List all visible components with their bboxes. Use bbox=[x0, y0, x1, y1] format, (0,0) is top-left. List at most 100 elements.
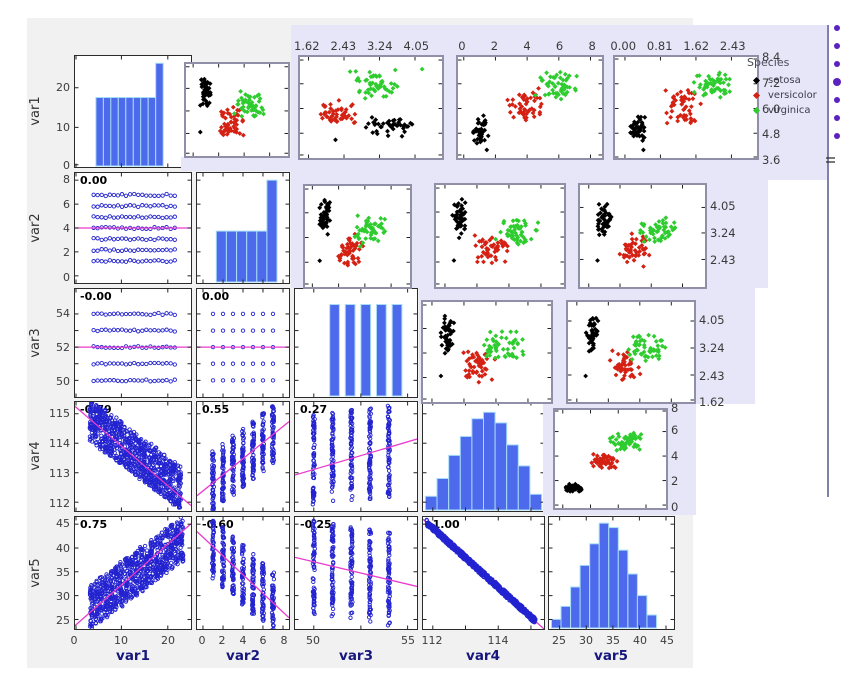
y-tick-label: 52 bbox=[56, 341, 70, 354]
iris-top-tick-label: 4 bbox=[523, 39, 531, 53]
iris-panel-a3 bbox=[456, 55, 604, 160]
legend-item-label: setosa bbox=[768, 75, 801, 86]
x-tick-label: 35 bbox=[606, 634, 620, 647]
x-tick-label: 40 bbox=[633, 634, 647, 647]
iris-top-tick-label: 8 bbox=[588, 39, 596, 53]
virginica-marker-icon bbox=[752, 106, 761, 115]
iris-right-tick-label: 2 bbox=[671, 474, 679, 489]
legend-item-label: versicolor bbox=[768, 90, 817, 101]
y-tick-label: 8 bbox=[63, 173, 70, 186]
iris-right-tick-label: 4.05 bbox=[699, 312, 725, 327]
bg-panel-3-3 bbox=[294, 288, 418, 398]
x-tick-label: 55 bbox=[401, 634, 415, 647]
bg-panel-5-2: -0.60 bbox=[196, 516, 290, 630]
iris-panel-b3 bbox=[578, 183, 707, 289]
iris-panel-c3 bbox=[566, 300, 696, 404]
y-tick-label: 30 bbox=[56, 590, 70, 603]
clipped-edge-markers bbox=[820, 18, 843, 178]
species-legend: Species setosa versicolor virginica bbox=[747, 56, 829, 118]
iris-top-tick-label: 2.43 bbox=[719, 39, 746, 53]
iris-panel-a4 bbox=[613, 55, 759, 160]
bg-panel-5-5 bbox=[548, 516, 675, 630]
x-tick-label: 4 bbox=[239, 634, 247, 647]
y-tick-label: 113 bbox=[49, 467, 70, 480]
iris-right-tick-label: 6 bbox=[671, 423, 679, 438]
iris-top-tick-label: 0.81 bbox=[646, 39, 673, 53]
x-tick-label: 25 bbox=[552, 634, 566, 647]
iris-panel-a2 bbox=[298, 55, 444, 160]
bg-panel-5-3: -0.25 bbox=[294, 516, 418, 630]
iris-panel-d bbox=[553, 408, 668, 510]
setosa-marker-icon bbox=[752, 76, 761, 85]
x-axis-var-label: var5 bbox=[594, 648, 628, 664]
bg-panel-4-3: 0.27 bbox=[294, 401, 418, 512]
y-tick-label: 0 bbox=[63, 159, 70, 172]
legend-item-setosa: setosa bbox=[747, 73, 829, 88]
x-axis-var-label: var4 bbox=[466, 648, 500, 664]
corr-label-3-2: 0.00 bbox=[202, 290, 230, 303]
y-tick-label: 114 bbox=[49, 437, 70, 450]
versicolor-marker-icon bbox=[752, 91, 761, 100]
y-tick-label: 54 bbox=[56, 307, 70, 320]
x-axis-var-label: var1 bbox=[116, 648, 150, 664]
iris-right-tick-label: 8 bbox=[671, 401, 679, 415]
corr-label-4-3: 0.27 bbox=[300, 403, 328, 416]
iris-right-tick-label: 7.2 bbox=[762, 75, 781, 90]
bg-panel-4-2: 0.55 bbox=[196, 401, 290, 512]
iris-right-tick-label: 8.4 bbox=[762, 50, 781, 65]
corr-label-5-3: -0.25 bbox=[300, 518, 332, 531]
x-tick-label: 10 bbox=[114, 634, 128, 647]
iris-panel-a1 bbox=[184, 62, 290, 158]
x-tick-label: 112 bbox=[421, 634, 443, 647]
iris-top-tick-label: 1.62 bbox=[683, 39, 710, 53]
iris-panel-b1 bbox=[303, 184, 412, 289]
x-tick-label: 0 bbox=[70, 634, 78, 647]
bg-panel-4-4 bbox=[422, 401, 545, 512]
y-tick-label: 20 bbox=[56, 81, 70, 94]
y-tick-label: 115 bbox=[49, 407, 70, 420]
y-tick-label: 4 bbox=[63, 222, 70, 235]
y-tick-label: 25 bbox=[56, 614, 70, 627]
x-tick-label: 8 bbox=[280, 634, 288, 647]
x-axis-var-label: var2 bbox=[226, 648, 260, 664]
x-tick-label: 30 bbox=[579, 634, 593, 647]
overlay-right-border bbox=[827, 25, 829, 497]
corr-label-5-1: 0.75 bbox=[80, 518, 108, 531]
iris-right-tick-label: 3.6 bbox=[762, 153, 781, 167]
x-tick-label: 50 bbox=[306, 634, 320, 647]
legend-title: Species bbox=[747, 56, 790, 69]
iris-right-tick-label: 3.24 bbox=[710, 225, 736, 240]
iris-right-tick-label: 3.24 bbox=[699, 340, 725, 355]
iris-right-tick-label: 1.62 bbox=[699, 394, 725, 409]
iris-top-tick-label: 0 bbox=[458, 39, 466, 53]
legend-item-label: virginica bbox=[768, 105, 811, 116]
iris-panel-b2 bbox=[434, 183, 566, 289]
x-tick-label: 0 bbox=[198, 634, 206, 647]
y-tick-label: 2 bbox=[63, 246, 70, 259]
bg-panel-1-1 bbox=[74, 55, 192, 168]
bg-panel-5-1: 0.75 bbox=[74, 516, 192, 630]
iris-top-tick-label: 4.05 bbox=[403, 39, 430, 53]
corr-label-5-2: -0.60 bbox=[202, 518, 234, 531]
iris-top-tick-label: 6 bbox=[555, 39, 564, 53]
corr-label-2-1: 0.00 bbox=[80, 174, 108, 187]
overlay-lavender-region bbox=[181, 157, 291, 171]
y-tick-label: 40 bbox=[56, 542, 70, 555]
iris-top-tick-label: 1.62 bbox=[293, 39, 320, 53]
iris-right-tick-label: 0 bbox=[671, 499, 679, 514]
iris-right-tick-label: 4.8 bbox=[762, 127, 781, 142]
x-axis-var-label: var3 bbox=[339, 648, 373, 664]
iris-top-tick-label: 2.43 bbox=[330, 39, 357, 53]
iris-right-tick-label: 6.0 bbox=[762, 101, 781, 116]
corr-label-3-1: -0.00 bbox=[80, 290, 112, 303]
iris-right-tick-label: 4 bbox=[671, 448, 679, 463]
iris-panel-c2 bbox=[421, 300, 553, 404]
bg-panel-5-4: -1.00 bbox=[422, 516, 545, 630]
y-tick-label: 112 bbox=[49, 497, 70, 510]
legend-item-virginica: virginica bbox=[747, 103, 829, 118]
x-tick-label: 114 bbox=[487, 634, 509, 647]
x-tick-label: 2 bbox=[218, 634, 226, 647]
iris-top-tick-label: 2 bbox=[490, 39, 499, 53]
y-tick-label: 10 bbox=[56, 121, 70, 134]
